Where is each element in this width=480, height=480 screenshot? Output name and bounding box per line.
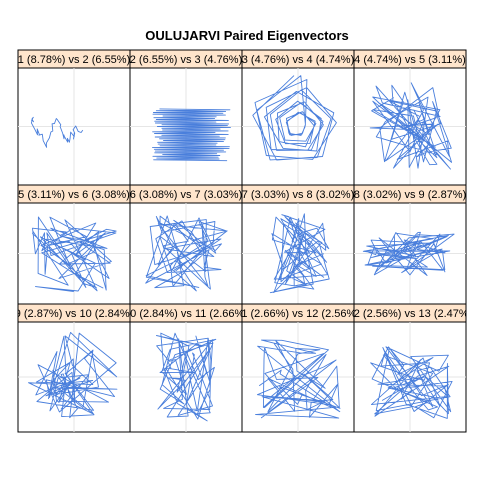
- series-line: [152, 108, 231, 162]
- panel: 1 (8.78%) vs 2 (6.55%): [17, 49, 131, 186]
- chart-title: OULUJARVI Paired Eigenvectors: [145, 28, 349, 43]
- series-line: [369, 82, 453, 170]
- series-line: [252, 75, 337, 161]
- series-line: [269, 213, 330, 294]
- panel: 10 (2.84%) vs 11 (2.66%): [124, 303, 248, 433]
- panel-strip-label: 5 (3.11%) vs 6 (3.08%): [18, 189, 130, 201]
- panel-strip-label: 2 (6.55%) vs 3 (4.76%): [130, 54, 243, 66]
- panel: 11 (2.66%) vs 12 (2.56%): [236, 303, 360, 433]
- panel-strip-label: 7 (3.03%) vs 8 (3.02%): [242, 189, 355, 201]
- series-line: [362, 231, 455, 276]
- panel: 3 (4.76%) vs 4 (4.74%): [241, 49, 355, 186]
- panel-strip-label: 9 (2.87%) vs 10 (2.84%): [15, 308, 134, 320]
- panel-strip-label: 1 (8.78%) vs 2 (6.55%): [18, 54, 131, 66]
- panel: 8 (3.02%) vs 9 (2.87%): [353, 184, 467, 305]
- series-line: [255, 339, 341, 419]
- panel: 2 (6.55%) vs 3 (4.76%): [129, 49, 243, 186]
- panel: 9 (2.87%) vs 10 (2.84%): [15, 303, 134, 433]
- panel: 4 (4.74%) vs 5 (3.11%): [353, 49, 467, 186]
- panel-strip-label: 11 (2.66%) vs 12 (2.56%): [236, 308, 360, 320]
- panel: 6 (3.08%) vs 7 (3.03%): [129, 184, 243, 305]
- panel-grid: 1 (8.78%) vs 2 (6.55%) 2 (6.55%) vs 3 (4.…: [15, 49, 473, 433]
- panel-strip-label: 4 (4.74%) vs 5 (3.11%): [354, 54, 466, 66]
- series-line: [30, 116, 84, 148]
- panel-strip-label: 6 (3.08%) vs 7 (3.03%): [130, 189, 243, 201]
- panel: 7 (3.03%) vs 8 (3.02%): [241, 184, 355, 305]
- series-line: [370, 346, 453, 419]
- panel: 12 (2.56%) vs 13 (2.47%): [348, 303, 473, 433]
- panel: 5 (3.11%) vs 6 (3.08%): [17, 184, 131, 305]
- series-line: [145, 215, 228, 292]
- series-line: [155, 332, 217, 422]
- panel-strip-label: 3 (4.76%) vs 4 (4.74%): [242, 54, 355, 66]
- series-line: [28, 331, 118, 419]
- panel-strip-label: 8 (3.02%) vs 9 (2.87%): [354, 189, 467, 201]
- series-line: [32, 216, 117, 292]
- panel-strip-label: 12 (2.56%) vs 13 (2.47%): [348, 308, 473, 320]
- panel-strip-label: 10 (2.84%) vs 11 (2.66%): [124, 308, 248, 320]
